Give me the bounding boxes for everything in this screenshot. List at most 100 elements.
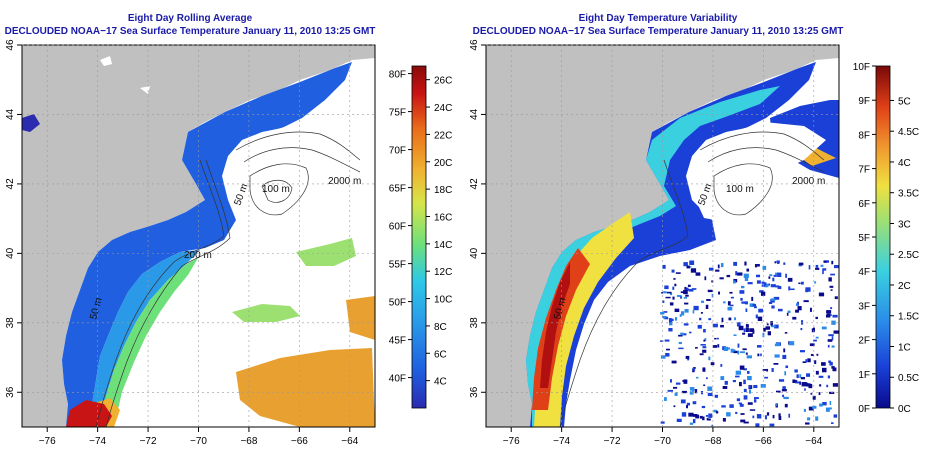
variability-speck [684, 309, 689, 313]
variability-speck [770, 298, 776, 301]
variability-speck [741, 301, 746, 304]
variability-speck [724, 380, 728, 385]
variability-speck [792, 379, 796, 384]
variability-speck [711, 293, 714, 298]
variability-speck [689, 260, 695, 265]
variability-speck [803, 300, 809, 303]
variability-speck [683, 289, 688, 295]
colorbar-f-label: 5F [858, 233, 870, 244]
variability-speck [783, 396, 789, 400]
variability-speck [733, 278, 738, 283]
variability-speck [760, 353, 762, 357]
variability-speck [752, 303, 757, 307]
variability-speck [723, 346, 729, 351]
variability-speck [738, 381, 742, 387]
variability-speck [740, 419, 746, 423]
variability-speck [689, 266, 692, 268]
variability-speck [740, 413, 745, 415]
left-contour-label-50m-a: 50 m [232, 182, 250, 207]
variability-speck [669, 302, 674, 306]
variability-speck [763, 327, 766, 332]
colorbar-f-label: 55F [389, 260, 406, 271]
variability-speck [745, 352, 748, 355]
variability-speck [812, 327, 815, 332]
variability-speck [826, 310, 832, 314]
variability-speck [692, 367, 696, 371]
left-axis-ticks: −76 −74 −72 −70 −68 −66 −64 36 38 40 42 44 46 [5, 39, 359, 447]
variability-speck [830, 307, 833, 310]
variability-speck [799, 350, 805, 353]
colorbar-c-label: 0.5C [898, 373, 919, 384]
x-tick-label: −68 [240, 436, 257, 447]
variability-speck [739, 290, 745, 294]
variability-speck [719, 277, 724, 280]
variability-speck [693, 305, 699, 311]
variability-speck [740, 297, 743, 301]
colorbar-c-label: 26C [434, 76, 452, 87]
variability-speck [676, 295, 682, 297]
variability-speck [833, 330, 839, 334]
variability-speck [660, 311, 665, 315]
y-tick-label: 44 [5, 108, 16, 120]
variability-speck [772, 414, 775, 419]
variability-speck [727, 301, 731, 306]
x-tick-label: −74 [89, 436, 106, 447]
right-bank-clear [694, 122, 826, 222]
variability-speck [715, 411, 719, 414]
y-tick-label: 40 [469, 247, 480, 259]
variability-speck [774, 354, 780, 358]
colorbar-f-label: 80F [389, 70, 406, 81]
variability-speck [749, 328, 754, 333]
left-contour-label-2000m: 2000 m [328, 176, 361, 187]
colorbar-f-label: 3F [858, 301, 870, 312]
colorbar-c-label: 20C [434, 158, 452, 169]
colorbar-f-label: 4F [858, 267, 870, 278]
variability-speck [815, 264, 819, 268]
x-tick-label: −70 [654, 436, 671, 447]
y-tick-label: 38 [469, 317, 480, 329]
variability-speck [732, 349, 736, 352]
variability-speck [703, 339, 706, 342]
variability-speck [777, 272, 782, 278]
left-map: 100 m 2000 m 50 m 200 m 50 m −76 −74 −72 −7… [5, 39, 376, 447]
colorbar-f-label: 10F [853, 62, 870, 73]
variability-speck [720, 364, 723, 367]
colorbar-c-label: 14C [434, 240, 452, 251]
colorbar-c-label: 5C [898, 96, 911, 107]
variability-speck [722, 346, 726, 351]
variability-speck [778, 379, 785, 382]
variability-speck [689, 331, 692, 334]
variability-speck [747, 370, 750, 374]
variability-speck [760, 291, 766, 296]
variability-speck [811, 328, 815, 333]
variability-speck [665, 296, 671, 299]
variability-speck [830, 314, 832, 316]
left-sst-shelf [62, 62, 352, 427]
variability-speck [795, 381, 800, 384]
variability-speck [743, 395, 748, 400]
variability-speck [671, 318, 674, 322]
variability-speck [695, 347, 698, 349]
variability-speck [702, 346, 707, 349]
variability-speck [672, 386, 678, 389]
left-offshore-orange-2 [346, 296, 375, 340]
variability-speck [829, 391, 835, 394]
variability-speck [818, 292, 825, 297]
variability-speck [802, 361, 807, 364]
right-contour-label-50m-a: 50 m [696, 182, 714, 207]
colorbar-c-label: 24C [434, 103, 452, 114]
variability-speck [812, 395, 816, 400]
variability-speck [828, 277, 832, 282]
variability-speck [743, 379, 746, 385]
variability-speck [706, 377, 708, 380]
colorbar-c-label: 10C [434, 295, 452, 306]
variability-speck [672, 286, 675, 290]
variability-speck [774, 261, 777, 264]
variability-speck [733, 334, 737, 336]
right-var-east-yellow [790, 148, 836, 166]
right-contour-label-50m-b: 50 m [552, 296, 568, 320]
colorbar-c-label: 4C [898, 158, 911, 169]
left-sst-nova [22, 114, 40, 132]
variability-speck [729, 304, 734, 307]
variability-speck [738, 325, 744, 331]
